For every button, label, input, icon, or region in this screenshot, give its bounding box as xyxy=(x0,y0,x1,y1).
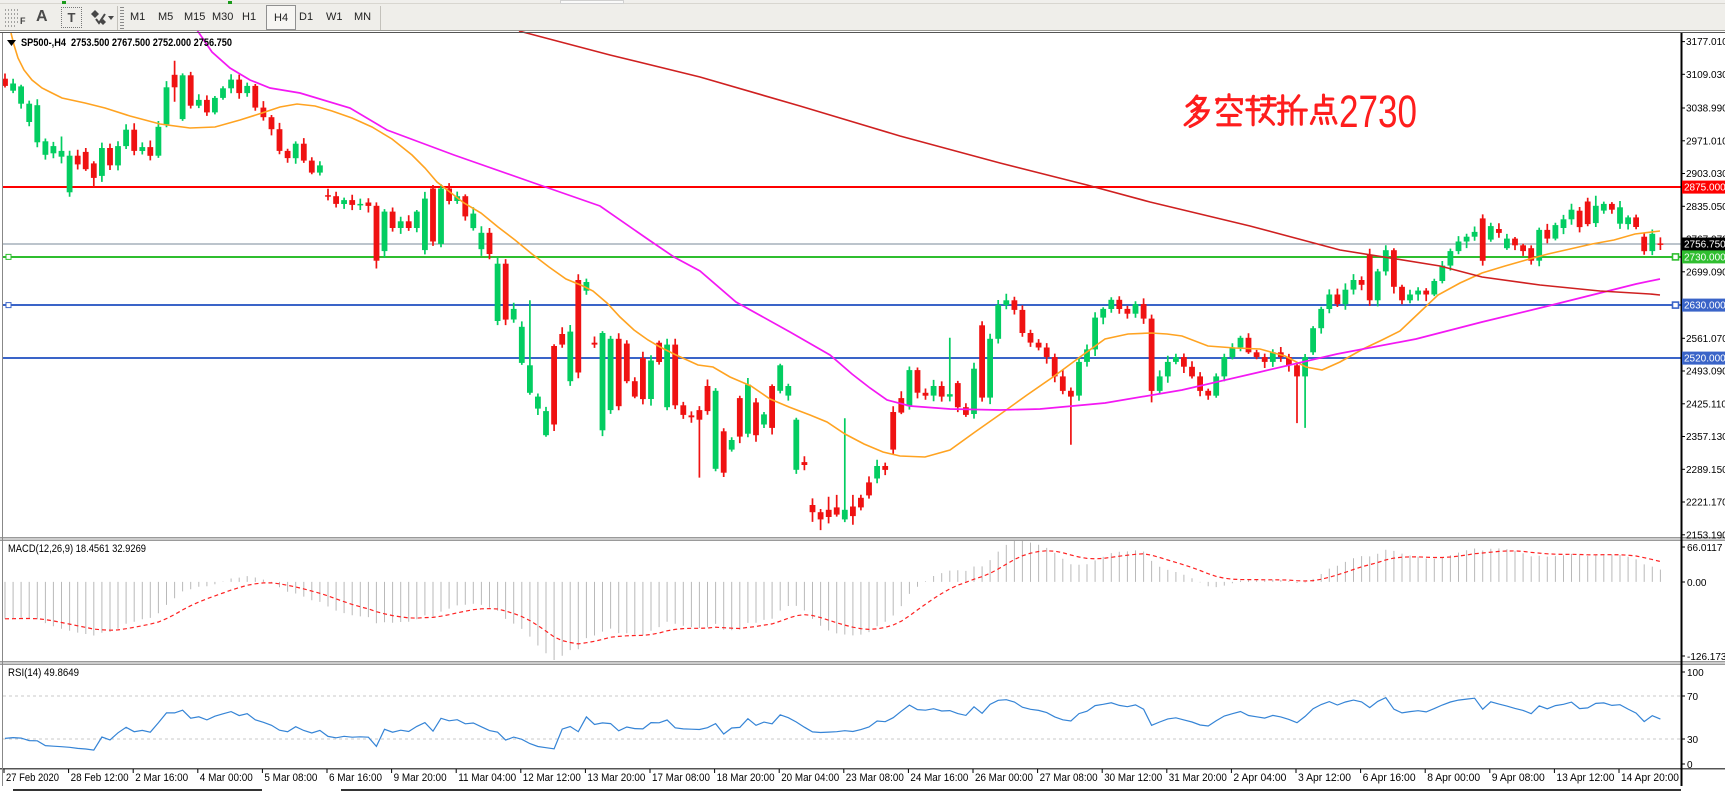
svg-text:31 Mar 20:00: 31 Mar 20:00 xyxy=(1169,772,1227,784)
svg-text:28 Feb 12:00: 28 Feb 12:00 xyxy=(71,772,129,784)
svg-text:27 Feb 2020: 27 Feb 2020 xyxy=(6,772,59,784)
svg-text:2561.070: 2561.070 xyxy=(1686,334,1725,345)
svg-text:12 Mar 12:00: 12 Mar 12:00 xyxy=(523,772,581,784)
svg-text:27 Mar 08:00: 27 Mar 08:00 xyxy=(1040,772,1098,784)
svg-text:2630.000: 2630.000 xyxy=(1684,301,1725,312)
svg-text:2971.010: 2971.010 xyxy=(1686,136,1725,147)
svg-text:0: 0 xyxy=(1687,760,1693,771)
svg-text:14 Apr 20:00: 14 Apr 20:00 xyxy=(1621,772,1679,784)
svg-text:RSI(14) 49.8649: RSI(14) 49.8649 xyxy=(8,667,79,679)
svg-text:2221.170: 2221.170 xyxy=(1686,498,1725,509)
svg-text:2699.090: 2699.090 xyxy=(1686,267,1725,278)
svg-text:2 Mar 16:00: 2 Mar 16:00 xyxy=(135,772,188,784)
svg-text:30 Mar 12:00: 30 Mar 12:00 xyxy=(1104,772,1162,784)
svg-text:100: 100 xyxy=(1687,668,1704,679)
svg-text:2730: 2730 xyxy=(1339,86,1417,137)
svg-text:2730.000: 2730.000 xyxy=(1684,252,1725,263)
svg-text:2425.110: 2425.110 xyxy=(1686,399,1725,410)
svg-text:13 Apr 12:00: 13 Apr 12:00 xyxy=(1556,772,1614,784)
svg-text:30: 30 xyxy=(1687,735,1699,746)
svg-text:2289.150: 2289.150 xyxy=(1686,465,1725,476)
svg-text:26 Mar 00:00: 26 Mar 00:00 xyxy=(975,772,1033,784)
svg-text:2357.130: 2357.130 xyxy=(1686,432,1725,443)
svg-text:20 Mar 04:00: 20 Mar 04:00 xyxy=(781,772,839,784)
svg-text:13 Mar 20:00: 13 Mar 20:00 xyxy=(587,772,645,784)
svg-text:2756.750: 2756.750 xyxy=(1684,240,1725,251)
svg-text:SP500-,H4 2753.500 2767.500 2: SP500-,H4 2753.500 2767.500 2752.000 275… xyxy=(21,37,232,49)
svg-text:17 Mar 08:00: 17 Mar 08:00 xyxy=(652,772,710,784)
svg-text:9 Mar 20:00: 9 Mar 20:00 xyxy=(394,772,447,784)
svg-text:24 Mar 16:00: 24 Mar 16:00 xyxy=(910,772,968,784)
svg-text:3038.990: 3038.990 xyxy=(1686,104,1725,115)
svg-text:2493.090: 2493.090 xyxy=(1686,367,1725,378)
svg-text:8 Apr 00:00: 8 Apr 00:00 xyxy=(1427,772,1480,784)
svg-text:6 Mar 16:00: 6 Mar 16:00 xyxy=(329,772,382,784)
svg-text:2520.000: 2520.000 xyxy=(1684,354,1725,365)
svg-text:5 Mar 08:00: 5 Mar 08:00 xyxy=(264,772,317,784)
svg-text:6 Apr 16:00: 6 Apr 16:00 xyxy=(1363,772,1416,784)
svg-text:3 Apr 12:00: 3 Apr 12:00 xyxy=(1298,772,1351,784)
svg-text:2153.190: 2153.190 xyxy=(1686,530,1725,541)
svg-text:3177.010: 3177.010 xyxy=(1686,37,1725,48)
svg-text:-126.173: -126.173 xyxy=(1687,652,1725,663)
svg-text:18 Mar 20:00: 18 Mar 20:00 xyxy=(717,772,775,784)
svg-text:70: 70 xyxy=(1687,692,1699,703)
svg-text:MACD(12,26,9) 18.4561 32.9269: MACD(12,26,9) 18.4561 32.9269 xyxy=(8,543,146,555)
svg-text:11 Mar 04:00: 11 Mar 04:00 xyxy=(458,772,516,784)
svg-text:9 Apr 08:00: 9 Apr 08:00 xyxy=(1492,772,1545,784)
svg-text:3109.030: 3109.030 xyxy=(1686,70,1725,81)
svg-text:4 Mar 00:00: 4 Mar 00:00 xyxy=(200,772,253,784)
svg-text:2875.000: 2875.000 xyxy=(1684,183,1725,194)
svg-text:23 Mar 08:00: 23 Mar 08:00 xyxy=(846,772,904,784)
svg-text:2 Apr 04:00: 2 Apr 04:00 xyxy=(1233,772,1286,784)
svg-text:2903.030: 2903.030 xyxy=(1686,169,1725,180)
svg-text:0.00: 0.00 xyxy=(1687,578,1707,589)
svg-text:2835.050: 2835.050 xyxy=(1686,202,1725,213)
svg-text:66.0117: 66.0117 xyxy=(1687,543,1723,554)
